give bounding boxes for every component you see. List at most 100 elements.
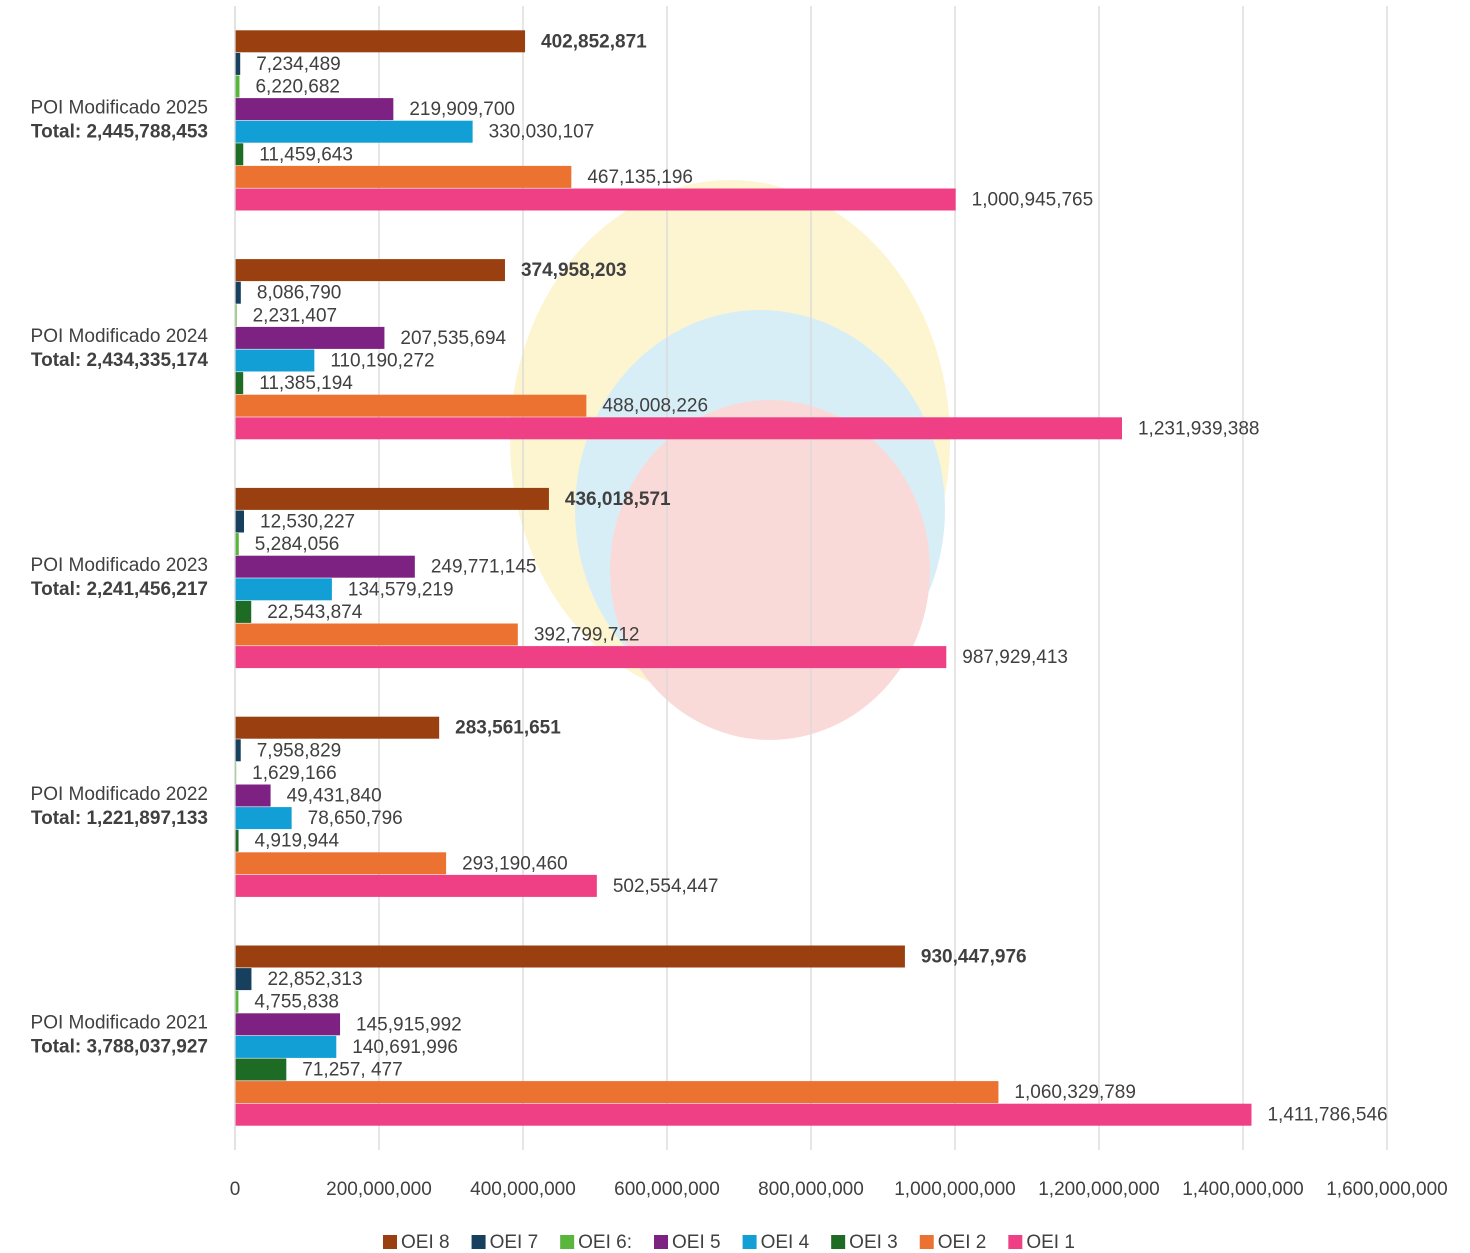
data-label: 1,060,329,789 (1014, 1082, 1136, 1103)
data-label: 4,919,944 (255, 831, 340, 852)
data-label: 374,958,203 (521, 260, 627, 281)
data-label: 402,852,871 (541, 31, 647, 52)
bar (235, 1036, 336, 1058)
data-label: 11,459,643 (259, 144, 353, 165)
chart: 0 200,000,000 400,000,000 600,000,000 800,00… (0, 0, 1470, 1253)
bar (235, 717, 439, 739)
bar (235, 121, 473, 143)
data-label: 8,086,790 (257, 283, 342, 304)
x-tick-label: 200,000,000 (326, 1179, 432, 1200)
data-label: 22,543,874 (267, 602, 363, 623)
data-label: 219,909,700 (409, 99, 515, 120)
legend-label: OEI 6: (578, 1232, 632, 1253)
bar (235, 488, 549, 510)
bar (235, 624, 518, 646)
data-label: 2,231,407 (253, 305, 338, 326)
bar (235, 1104, 1251, 1126)
data-label: 987,929,413 (962, 647, 1068, 668)
data-label: 110,190,272 (330, 351, 434, 372)
data-label: 12,530,227 (260, 512, 355, 533)
legend-label: OEI 1 (1026, 1232, 1075, 1253)
bar (235, 53, 240, 75)
data-label: 6,220,682 (255, 77, 340, 98)
data-label: 134,579,219 (348, 579, 454, 600)
category-label: POI Modificado 2024 (31, 326, 209, 347)
legend-label: OEI 4 (761, 1232, 810, 1253)
data-label: 488,008,226 (602, 396, 708, 417)
category-label: POI Modificado 2021 (31, 1013, 208, 1034)
bar (235, 327, 384, 349)
data-label: 930,447,976 (921, 947, 1027, 968)
data-label: 7,958,829 (257, 740, 342, 761)
bar (235, 417, 1122, 439)
data-label: 11,385,194 (259, 373, 353, 394)
category-total: Total: 1,221,897,133 (31, 808, 208, 829)
category-label: POI Modificado 2022 (31, 784, 208, 805)
legend-label: OEI 5 (672, 1232, 721, 1253)
bar (235, 556, 415, 578)
bar (235, 1013, 340, 1035)
bar (235, 166, 571, 188)
data-label: 467,135,196 (587, 167, 693, 188)
legend-swatch (920, 1235, 934, 1249)
legend-swatch (472, 1235, 486, 1249)
legend-swatch (743, 1235, 757, 1249)
bar (235, 395, 586, 417)
category-label: POI Modificado 2025 (31, 97, 208, 118)
x-tick-label: 600,000,000 (614, 1179, 720, 1200)
data-label: 78,650,796 (308, 808, 403, 829)
data-label: 145,915,992 (356, 1014, 462, 1035)
bar (235, 578, 332, 600)
bar (235, 189, 956, 211)
x-tick-label: 1,000,000,000 (894, 1179, 1016, 1200)
bar (235, 807, 292, 829)
legend-swatch (831, 1235, 845, 1249)
data-label: 436,018,571 (565, 489, 671, 510)
data-label: 207,535,694 (400, 328, 506, 349)
data-label: 22,852,313 (267, 969, 362, 990)
x-tick-label: 1,400,000,000 (1182, 1179, 1304, 1200)
category-label: POI Modificado 2023 (31, 555, 208, 576)
data-label: 1,231,939,388 (1138, 418, 1260, 439)
bar (235, 259, 505, 281)
data-label: 1,411,786,546 (1267, 1105, 1387, 1126)
x-tick-label: 1,600,000,000 (1326, 1179, 1448, 1200)
x-tick-label: 1,200,000,000 (1038, 1179, 1160, 1200)
data-label: 249,771,145 (431, 557, 537, 578)
bar (235, 1081, 998, 1103)
bar (235, 875, 597, 897)
x-tick-label: 800,000,000 (758, 1179, 864, 1200)
legend-swatch (383, 1235, 397, 1249)
bar (235, 1059, 286, 1081)
legend-label: OEI 8 (401, 1232, 450, 1253)
bar (235, 852, 446, 874)
bar (235, 601, 251, 623)
bar (235, 646, 946, 668)
bar (235, 511, 244, 533)
data-label: 330,030,107 (489, 122, 595, 143)
data-label: 49,431,840 (287, 786, 382, 807)
data-label: 293,190,460 (462, 853, 568, 874)
data-label: 1,000,945,765 (972, 190, 1094, 211)
data-label: 140,691,996 (352, 1037, 458, 1058)
x-tick-label: 400,000,000 (470, 1179, 576, 1200)
category-total: Total: 3,788,037,927 (31, 1037, 208, 1058)
bar (235, 98, 393, 120)
x-tick-label: 0 (230, 1179, 241, 1200)
category-total: Total: 2,434,335,174 (31, 350, 209, 371)
legend-label: OEI 3 (849, 1232, 898, 1253)
bar (235, 946, 905, 968)
bar (235, 785, 271, 807)
data-label: 392,799,712 (534, 625, 640, 646)
bar (235, 30, 525, 52)
legend-label: OEI 7 (490, 1232, 539, 1253)
bar (235, 372, 243, 394)
data-label: 283,561,651 (455, 718, 561, 739)
legend-label: OEI 2 (938, 1232, 987, 1253)
legend-swatch (1008, 1235, 1022, 1249)
data-label: 502,554,447 (613, 876, 719, 897)
data-label: 4,755,838 (254, 992, 339, 1013)
bar (235, 968, 251, 990)
bar (235, 143, 243, 165)
bar (235, 739, 241, 761)
